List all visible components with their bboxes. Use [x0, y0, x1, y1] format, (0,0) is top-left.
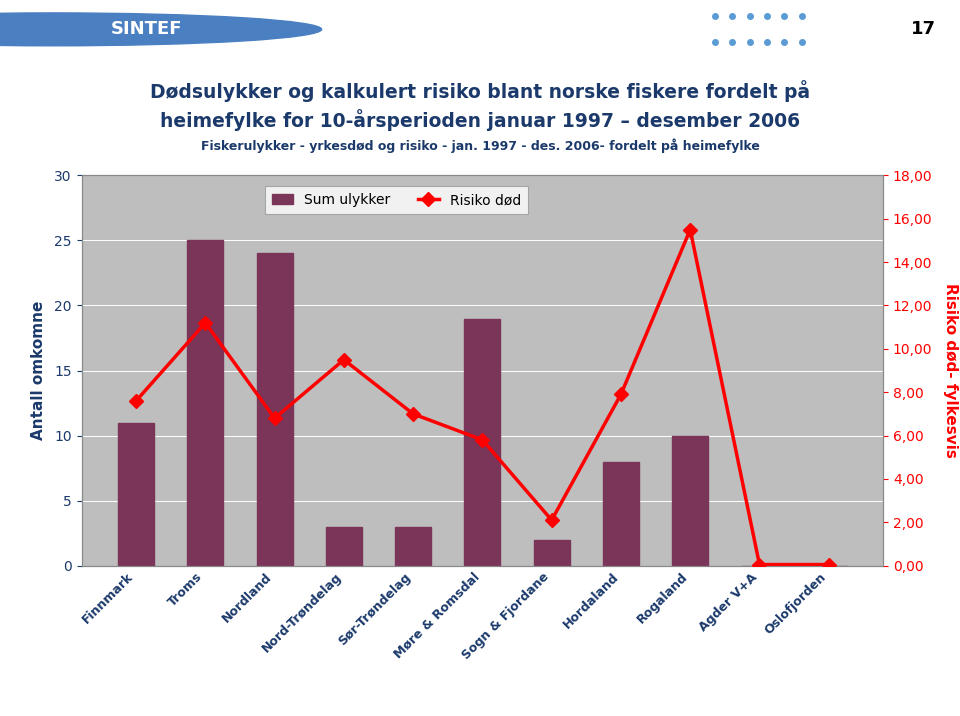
Text: SINTEF Fiskeri og havbruk AS: SINTEF Fiskeri og havbruk AS	[376, 23, 584, 36]
Bar	[118, 422, 154, 566]
Y-axis label: Antall omkomne: Antall omkomne	[31, 301, 46, 440]
Bar	[465, 319, 500, 566]
Text: Dødsulykker og kalkulert risiko blant norske fiskere fordelt på: Dødsulykker og kalkulert risiko blant no…	[150, 80, 810, 102]
Bar	[325, 527, 362, 566]
Legend: Sum ulykker, Risiko død: Sum ulykker, Risiko død	[265, 186, 528, 214]
Text: heimefylke for 10-årsperioden januar 1997 – desember 2006: heimefylke for 10-årsperioden januar 199…	[160, 109, 800, 130]
Text: Fiskerulykker - yrkesdød og risiko - jan. 1997 - des. 2006- fordelt på heimefylk: Fiskerulykker - yrkesdød og risiko - jan…	[201, 139, 759, 153]
Bar	[187, 241, 224, 566]
Text: 17: 17	[911, 20, 936, 39]
Bar	[396, 527, 431, 566]
Y-axis label: Risiko død- fylkesvis: Risiko død- fylkesvis	[943, 283, 957, 458]
Text: SINTEF: SINTEF	[110, 20, 181, 39]
Bar	[534, 540, 569, 566]
Bar	[256, 253, 293, 566]
Bar	[672, 435, 708, 566]
Bar	[603, 462, 639, 566]
Circle shape	[0, 13, 322, 46]
